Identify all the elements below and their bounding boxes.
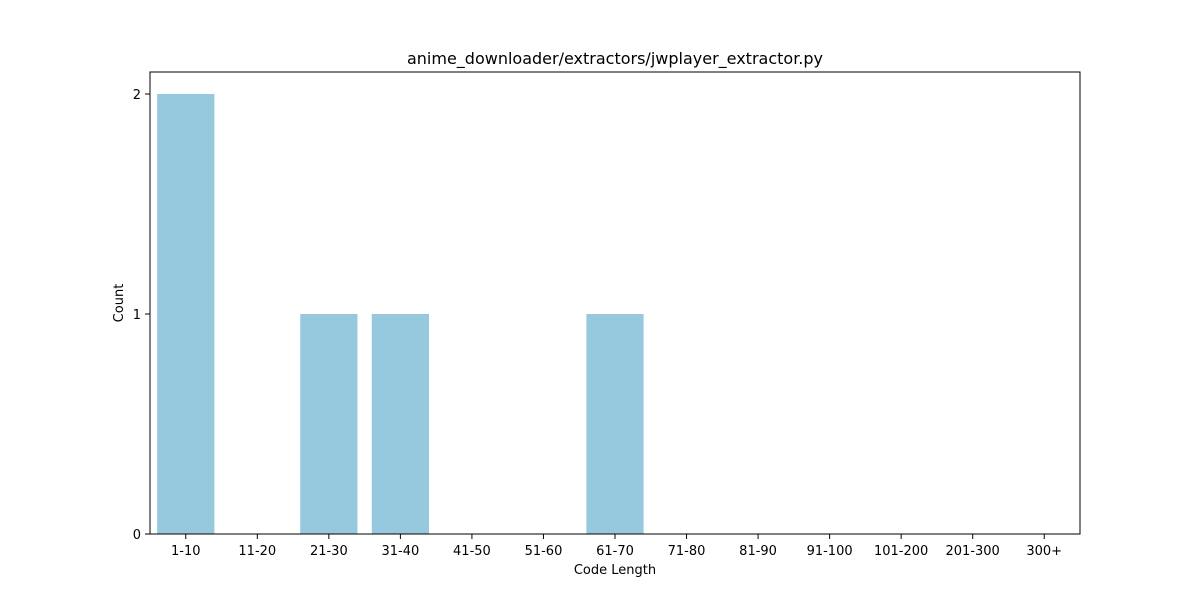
- x-axis-title: Code Length: [574, 563, 656, 578]
- x-tick-label: 1-10: [171, 544, 201, 559]
- x-tick-label: 21-30: [310, 544, 348, 559]
- x-axis-ticks: 1-10 11-20 21-30 31-40 41-50 51-60 61-70 71-80 8…: [171, 534, 1062, 559]
- x-tick-label: 91-100: [807, 544, 853, 559]
- x-tick-label: 51-60: [525, 544, 563, 559]
- x-tick-label: 41-50: [453, 544, 491, 559]
- x-tick-label: 11-20: [238, 544, 276, 559]
- x-tick-label: 101-200: [874, 544, 928, 559]
- y-tick-label: 1: [133, 308, 141, 323]
- y-axis-title: Count: [112, 284, 127, 323]
- x-tick-label: 61-70: [596, 544, 634, 559]
- bar-1-10: [157, 94, 215, 534]
- y-tick-label: 0: [133, 528, 141, 543]
- x-tick-label: 31-40: [381, 544, 419, 559]
- y-axis-ticks: 0 1 2: [133, 88, 150, 543]
- bars-group: [157, 94, 644, 534]
- x-tick-label: 201-300: [946, 544, 1000, 559]
- y-tick-label: 2: [133, 88, 141, 103]
- bar-31-40: [371, 314, 429, 534]
- x-tick-label: 71-80: [668, 544, 706, 559]
- bar-61-70: [586, 314, 644, 534]
- bar-21-30: [300, 314, 358, 534]
- x-tick-label: 300+: [1026, 544, 1062, 559]
- chart-title: anime_downloader/extractors/jwplayer_ext…: [407, 49, 823, 69]
- x-tick-label: 81-90: [739, 544, 777, 559]
